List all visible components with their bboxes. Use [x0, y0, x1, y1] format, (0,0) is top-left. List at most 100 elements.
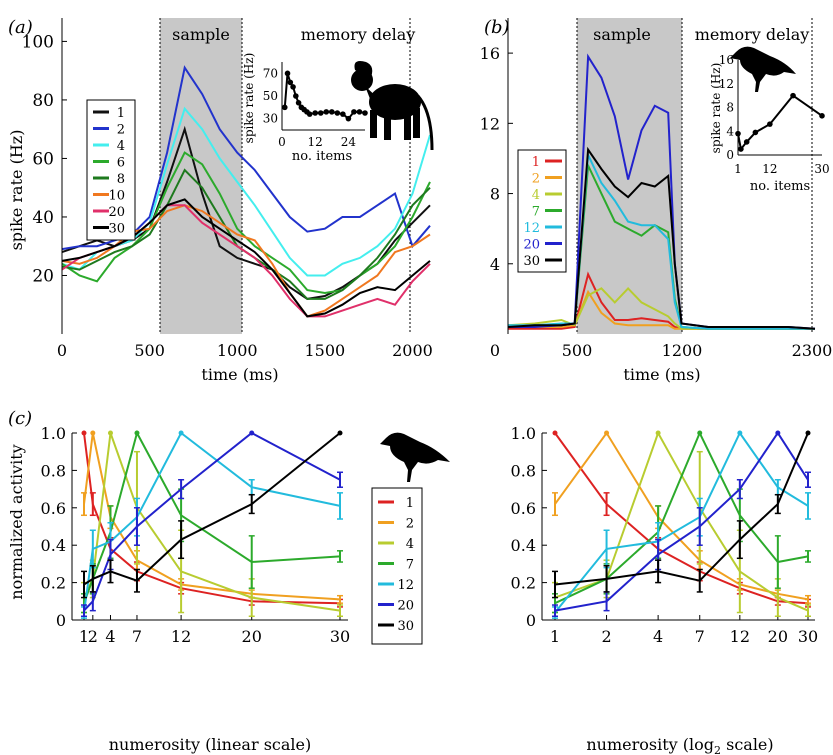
inset-b-point: [738, 146, 744, 152]
y-tick-label: 60: [32, 149, 54, 169]
series-line-30: [61, 198, 431, 318]
inset-a-point: [295, 100, 302, 106]
inset-a-point: [351, 109, 357, 115]
inset-b-point: [819, 113, 825, 119]
memory-delay-label-b: memory delay: [695, 25, 810, 44]
legend-label-10: 10: [108, 189, 125, 204]
y-tick-label: 12: [480, 114, 500, 133]
crow-icon: [730, 46, 796, 92]
peak-point: [697, 430, 703, 436]
inset-a-point: [306, 111, 313, 117]
panel-c-left-x-label: numerosity (linear scale): [109, 735, 311, 754]
y-tick-label: 80: [32, 91, 54, 111]
series-line-4: [61, 106, 431, 277]
monkey-icon: [351, 61, 434, 151]
inset-a-y-tick: 50: [263, 89, 278, 103]
legend-label-4: 4: [532, 188, 540, 203]
x-tick-label: 30: [798, 627, 818, 646]
panel-a-y-label: spike rate (Hz): [7, 130, 26, 251]
panel-a-y-ticks: 20 40 60 80 100: [22, 32, 67, 286]
y-tick-label: 20: [32, 266, 54, 286]
inset-a-ticks: 0 12 24 30 50 70: [263, 66, 357, 149]
panel-b-label: (b): [484, 17, 510, 38]
panel-b-x-ticks: 0 500 1200 2300: [490, 341, 832, 360]
inset-a-point: [345, 115, 352, 122]
inset-b-point: [752, 129, 759, 136]
peak-point: [178, 430, 184, 436]
peak-point: [604, 430, 610, 436]
panel-c-left-series: [81, 430, 343, 619]
x-tick-label: 0: [490, 341, 500, 360]
series-line-20: [83, 431, 341, 612]
inset-b-y-tick: 0: [726, 148, 734, 162]
panel-a-inset: 0 12 24 30 50 70 no. items spike rate (Hz): [242, 53, 368, 164]
x-tick-label: 1: [550, 627, 560, 646]
y-tick-label: 0: [526, 611, 536, 630]
legend-label-1: 1: [532, 155, 540, 170]
crow-icon-c: [380, 432, 450, 482]
x-tick-label: 12: [730, 627, 750, 646]
inset-b-y-tick: 12: [719, 77, 734, 91]
peak-point: [775, 430, 781, 436]
inset-a-point: [287, 79, 294, 86]
inset-b-x-tick: 30: [814, 162, 829, 176]
peak-point: [552, 430, 558, 436]
inset-a-series: [281, 70, 368, 122]
series-line-30: [507, 146, 816, 330]
inset-a-point: [317, 110, 324, 116]
legend-label-4: 4: [406, 537, 414, 552]
legend-label-6: 6: [117, 156, 125, 171]
x-tick-label: 4: [105, 627, 115, 646]
x-tick-label: 2300: [792, 341, 833, 360]
legend-label-2: 2: [406, 517, 414, 532]
peak-point: [655, 430, 661, 436]
x-tick-label: 1: [79, 627, 89, 646]
panel-a-x-label: time (ms): [201, 365, 278, 384]
x-tick-label: 1500: [304, 341, 345, 360]
y-tick-label: 0: [56, 611, 66, 630]
x-tick-label: 500: [134, 341, 165, 360]
y-tick-label: 0.6: [41, 499, 66, 518]
inset-b-y-tick: 4: [726, 124, 734, 138]
legend-label-7: 7: [406, 558, 414, 573]
panel-c-right-series: [552, 430, 811, 619]
inset-a-point: [323, 109, 330, 115]
inset-a-point: [281, 104, 288, 111]
series-line-4: [554, 430, 809, 612]
panel-a-series: [61, 65, 431, 318]
legend-label-8: 8: [117, 172, 125, 187]
inset-a-y-tick: 70: [263, 66, 278, 80]
inset-a-point: [334, 110, 341, 116]
x-tick-label: 12: [171, 627, 191, 646]
inset-a-x-tick: 0: [278, 135, 286, 149]
inset-a-point: [312, 110, 319, 116]
panel-c: (c) normalized activity 0 0.2 0.4 0.6 0.8 1.0…: [7, 408, 818, 755]
legend-label-20: 20: [523, 238, 540, 253]
y-tick-label: 0.8: [511, 461, 536, 480]
peak-point: [81, 430, 87, 436]
y-tick-label: 0.8: [41, 461, 66, 480]
series-line-1: [554, 432, 809, 605]
inset-b-point: [767, 121, 773, 127]
x-tick-label: 4: [653, 627, 663, 646]
inset-a-y-tick: 30: [263, 112, 278, 126]
inset-a-point: [340, 111, 346, 117]
sample-label-b: sample: [593, 25, 651, 44]
inset-a-point: [284, 70, 291, 77]
panel-c-label: (c): [8, 408, 32, 429]
inset-b-y-tick: 8: [726, 101, 734, 115]
x-tick-label: 7: [695, 627, 705, 646]
inset-b-y-tick: 16: [719, 53, 734, 67]
y-tick-label: 8: [490, 185, 500, 204]
panel-c-legend-box: [371, 487, 423, 645]
inset-b-point: [790, 92, 796, 99]
x-tick-label: 20: [242, 627, 262, 646]
y-tick-label: 0.2: [511, 574, 536, 593]
inset-b-point: [735, 130, 741, 137]
inset-a-point: [290, 84, 296, 90]
